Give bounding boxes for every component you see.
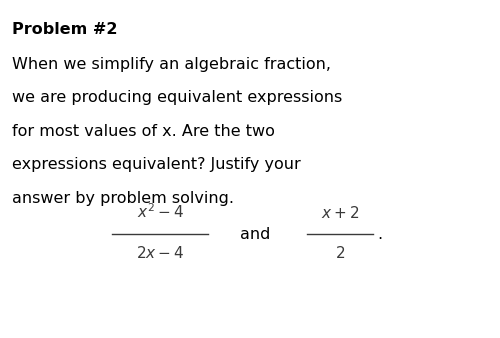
Text: answer by problem solving.: answer by problem solving.: [12, 191, 234, 206]
Text: $x^{2}-4$: $x^{2}-4$: [136, 202, 184, 221]
Text: Problem #2: Problem #2: [12, 22, 118, 37]
Text: we are producing equivalent expressions: we are producing equivalent expressions: [12, 90, 342, 105]
Text: expressions equivalent? Justify your: expressions equivalent? Justify your: [12, 157, 301, 172]
Text: and: and: [240, 227, 270, 242]
Text: $x+2$: $x+2$: [321, 205, 359, 221]
Text: .: .: [377, 227, 382, 242]
Text: When we simplify an algebraic fraction,: When we simplify an algebraic fraction,: [12, 57, 331, 72]
Text: $2x-4$: $2x-4$: [136, 245, 184, 261]
Text: for most values of x. Are the two: for most values of x. Are the two: [12, 124, 275, 139]
Text: $2$: $2$: [335, 245, 345, 261]
